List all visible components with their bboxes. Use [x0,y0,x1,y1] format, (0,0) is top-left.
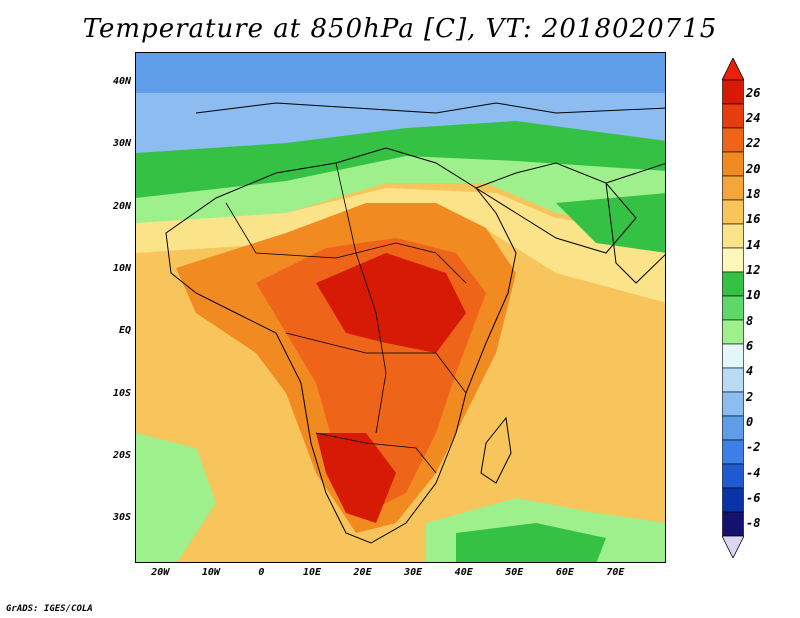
colorbar-swatch [722,103,744,129]
border-sahel [225,202,467,284]
colorbar-swatch [722,271,744,297]
band-north-lightgreen [136,156,665,233]
africa-coastline [165,147,517,544]
colorbar-swatch [722,439,744,465]
border-congo [285,332,467,394]
temperature-map-svg [136,53,665,562]
colorbar-swatch [722,199,744,225]
temperature-map [135,52,666,563]
colorbar-swatch [722,511,744,537]
lon-label: 40E [454,567,473,578]
lon-label: 10E [302,567,322,578]
colorbar-swatch [722,463,744,489]
colorbar-swatch [722,79,744,105]
colorbar-swatch [722,391,744,417]
india-coastline [605,163,665,284]
colorbar-label: 8 [746,313,754,328]
colorbar-label: -4 [746,465,761,480]
colorbar-swatch [722,127,744,153]
lon-label: 0 [258,567,265,578]
colorbar-label: 24 [746,111,761,125]
colorbar-label: 18 [746,187,761,201]
band-africa-hot-north [316,253,466,353]
colorbar-over-triangle [722,58,744,81]
colorbar-swatch [722,367,744,393]
lon-label: 10W [201,567,220,578]
colorbar-label: 12 [746,263,761,277]
lat-label: 20S [112,450,131,462]
colorbar [722,58,744,558]
lon-label: 70E [606,567,625,578]
chart-title: Temperature at 850hPa [C], VT: 201802071… [82,14,718,44]
colorbar-swatch [722,319,744,345]
colorbar-label: 2 [746,389,754,404]
colorbar-swatch [722,487,744,513]
colorbar-label: 14 [746,237,761,252]
colorbar-swatch [722,223,744,249]
colorbar-under-triangle [722,535,744,558]
border-central [335,162,387,434]
lon-label: 20W [151,567,170,578]
arabia-coastline [474,162,637,254]
colorbar-label: -8 [746,516,761,531]
lat-label: 30N [112,138,131,150]
colorbar-label: 0 [746,415,754,429]
colorbar-swatch [722,343,744,369]
lon-label: 20E [353,567,372,578]
colorbar-swatch [722,247,744,273]
lat-label: 30S [112,512,131,524]
colorbar-label: -2 [746,440,761,455]
lon-label: 50E [505,567,524,578]
madagascar-coastline [480,416,512,484]
lat-label: 40N [112,76,131,88]
colorbar-label: 20 [746,161,761,176]
lon-label: 60E [555,567,574,578]
band-north-yellow [136,188,665,303]
colorbar-label: -6 [746,491,761,505]
lat-label: 10S [112,387,131,399]
lat-label: EQ [118,325,131,337]
band-south-east-darkgreen [456,523,606,562]
lon-label: 30E [404,567,423,578]
colorbar-swatch [722,175,744,201]
colorbar-swatch [722,151,744,177]
band-south-west-green [136,433,216,562]
lat-label: 10N [112,263,131,275]
grads-credit: GrADS: IGES/COLA [6,604,93,614]
band-africa-hot-south [316,433,396,523]
border-south [315,432,437,474]
colorbar-label: 26 [746,85,761,100]
colorbar-swatch [722,295,744,321]
band-north-green [136,121,665,203]
europe-coastline [195,102,665,114]
colorbar-label: 10 [746,288,761,303]
colorbar-label: 16 [746,212,761,227]
colorbar-label: 6 [746,339,754,353]
colorbar-label: 22 [746,136,761,151]
colorbar-swatch [722,415,744,441]
lat-label: 20N [112,200,131,212]
colorbar-label: 4 [746,364,754,379]
